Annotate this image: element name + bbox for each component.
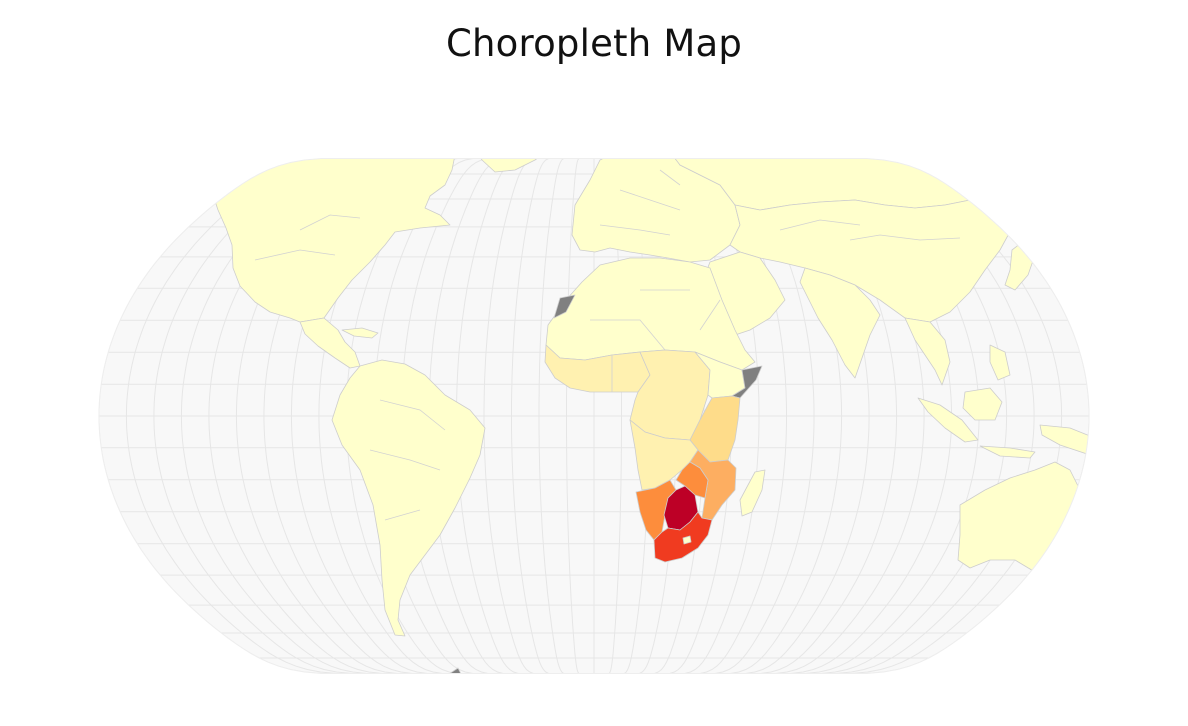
region-lesotho[interactable]	[682, 535, 692, 545]
region-india[interactable]	[799, 267, 881, 379]
region-madagascar[interactable]	[739, 469, 766, 517]
region-philippines[interactable]	[989, 344, 1011, 381]
region-antarctica[interactable]	[200, 674, 1000, 726]
region-new-guinea[interactable]	[1039, 424, 1115, 456]
map-title: Choropleth Map	[445, 22, 743, 65]
region-indonesia-east[interactable]	[979, 445, 1036, 459]
internal-borders	[254, 169, 961, 521]
map-outline	[98, 158, 1090, 674]
region-zimbabwe[interactable]	[675, 461, 709, 499]
region-southeast-asia[interactable]	[904, 317, 951, 386]
region-western-sahara[interactable]	[553, 294, 576, 319]
region-borneo[interactable]	[962, 387, 1003, 421]
region-caribbean[interactable]	[341, 327, 379, 339]
region-asia[interactable]	[729, 199, 1013, 323]
region-south-america[interactable]	[331, 359, 486, 637]
region-greenland[interactable]	[469, 124, 561, 173]
region-south-africa[interactable]	[653, 511, 713, 563]
land-layer	[179, 124, 1130, 726]
region-new-zealand[interactable]	[1077, 574, 1130, 629]
region-indonesia-west[interactable]	[917, 397, 979, 443]
